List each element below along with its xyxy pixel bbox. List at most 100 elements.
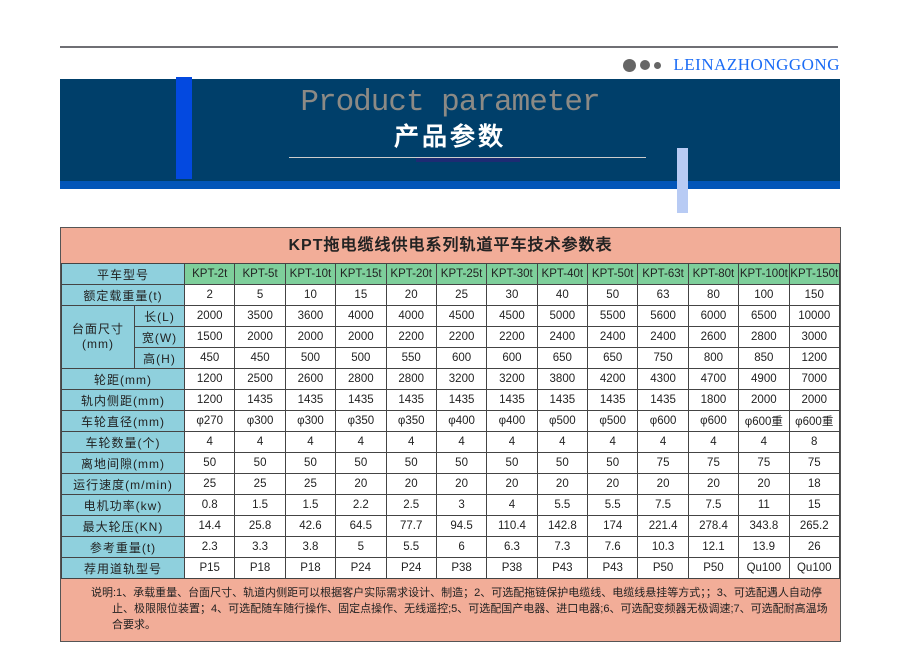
cell-value: 0.8: [184, 494, 236, 516]
cell-value: 5.5: [587, 494, 639, 516]
cell-value: P43: [536, 557, 589, 579]
cell-value: 4200: [587, 368, 639, 390]
cell-value: 2400: [637, 326, 689, 348]
cell-value: 13.9: [738, 536, 790, 558]
cell-value: 450: [234, 347, 286, 369]
cell-value: 4: [637, 431, 689, 453]
cell-value: 75: [687, 452, 740, 474]
cell-value: 650: [536, 347, 589, 369]
cell-value: 2200: [385, 326, 437, 348]
cell-value: 30: [486, 284, 538, 306]
cell-value: 77.7: [385, 515, 437, 537]
cell-value: 20: [738, 473, 790, 495]
cell-value: 100: [738, 284, 790, 306]
cell-value: 26: [788, 536, 841, 558]
cell-value: 2600: [687, 326, 740, 348]
cell-value: 110.4: [486, 515, 538, 537]
table-row: 车轮数量(个) 4 4 4 4 4 4 4 4 4 4 4 4 8: [60, 431, 841, 453]
cell-value: 6000: [687, 305, 740, 327]
cell-value: 2200: [486, 326, 538, 348]
cell-value: 5: [234, 284, 286, 306]
cell-value: 75: [637, 452, 689, 474]
table-row: 轨内侧距(mm) 1200 1435 1435 1435 1435 1435 1435 1435…: [60, 389, 841, 411]
cell-value: 50: [536, 452, 589, 474]
cell-value: P38: [486, 557, 538, 579]
cell-value: φ400: [486, 410, 538, 432]
cell-value: 7.5: [637, 494, 689, 516]
cell-value: 2: [184, 284, 236, 306]
row-label: 运行速度(m/min): [60, 473, 186, 495]
cell-value: 3500: [234, 305, 286, 327]
model-header: KPT-15t: [335, 263, 387, 285]
model-header: KPT-150t: [788, 263, 841, 285]
cell-value: 150: [788, 284, 841, 306]
cell-value: φ600: [637, 410, 689, 432]
model-header: KPT-50t: [587, 263, 639, 285]
cell-value: 3: [435, 494, 488, 516]
cell-value: P18: [234, 557, 286, 579]
cell-value: 450: [184, 347, 236, 369]
cell-value: 1200: [788, 347, 841, 369]
cell-value: 174: [587, 515, 639, 537]
spec-table: 平车型号 KPT-2t KPT-5t KPT-10t KPT-15t KPT-20t KPT…: [60, 263, 841, 579]
cell-value: 20: [335, 473, 387, 495]
row-label: 离地间隙(mm): [60, 452, 186, 474]
row-label: 宽(W): [133, 326, 186, 348]
top-divider: [60, 46, 838, 48]
dot-icon: [640, 60, 651, 70]
cell-value: 5600: [637, 305, 689, 327]
row-label: 最大轮压(KN): [60, 515, 186, 537]
cell-value: 4300: [637, 368, 689, 390]
cell-value: 500: [284, 347, 337, 369]
cell-value: 75: [738, 452, 790, 474]
cell-value: φ300: [234, 410, 286, 432]
cell-value: 8: [788, 431, 841, 453]
cell-value: 20: [587, 473, 639, 495]
cell-value: P43: [587, 557, 639, 579]
cell-value: Qu100: [788, 557, 841, 579]
cell-value: 800: [687, 347, 740, 369]
model-header: KPT-40t: [536, 263, 589, 285]
notes: 说明:1、承载重量、台面尺寸、轨道内侧距可以根据客户实际需求设计、制造；2、可选…: [91, 587, 828, 631]
cell-value: 4500: [486, 305, 538, 327]
cell-value: 2000: [284, 326, 337, 348]
cell-value: Qu100: [738, 557, 790, 579]
cell-value: 2600: [284, 368, 337, 390]
cell-value: 2.5: [385, 494, 437, 516]
cell-value: 3800: [536, 368, 589, 390]
cell-value: 2000: [738, 389, 790, 411]
cell-value: 1435: [486, 389, 538, 411]
cell-value: φ270: [184, 410, 236, 432]
table-row: 车轮直径(mm) φ270 φ300 φ300 φ350 φ350 φ400 φ400 φ500…: [60, 410, 841, 432]
cell-value: 3200: [435, 368, 488, 390]
cell-value: 63: [637, 284, 689, 306]
cell-value: 3.8: [284, 536, 337, 558]
cell-value: 4: [234, 431, 286, 453]
row-label: 电机功率(kw): [60, 494, 186, 516]
cell-value: P50: [637, 557, 689, 579]
cell-value: 650: [587, 347, 639, 369]
dot-icon: [623, 58, 637, 72]
cell-value: 10: [284, 284, 337, 306]
row-label: 高(H): [133, 347, 186, 369]
cell-value: 25: [234, 473, 286, 495]
cell-value: 1800: [687, 389, 740, 411]
cell-value: 4: [435, 431, 488, 453]
cell-value: 7.3: [536, 536, 589, 558]
cell-value: 850: [738, 347, 790, 369]
row-label: 长(L): [133, 305, 186, 327]
cell-value: 1435: [335, 389, 387, 411]
cell-value: 6: [435, 536, 488, 558]
cell-value: 40: [536, 284, 589, 306]
cell-value: 20: [385, 473, 437, 495]
cell-value: φ500: [536, 410, 589, 432]
cell-value: 2.2: [335, 494, 387, 516]
cell-value: 265.2: [788, 515, 841, 537]
row-label: 车轮数量(个): [60, 431, 186, 453]
cell-value: 4: [687, 431, 740, 453]
cell-value: 25: [184, 473, 236, 495]
cell-value: 6.3: [486, 536, 538, 558]
cell-value: 1435: [587, 389, 639, 411]
table-row: 宽(W) 1500 2000 2000 2000 2200 2200 2200 2400 2400…: [62, 326, 841, 348]
cell-value: 20: [637, 473, 689, 495]
